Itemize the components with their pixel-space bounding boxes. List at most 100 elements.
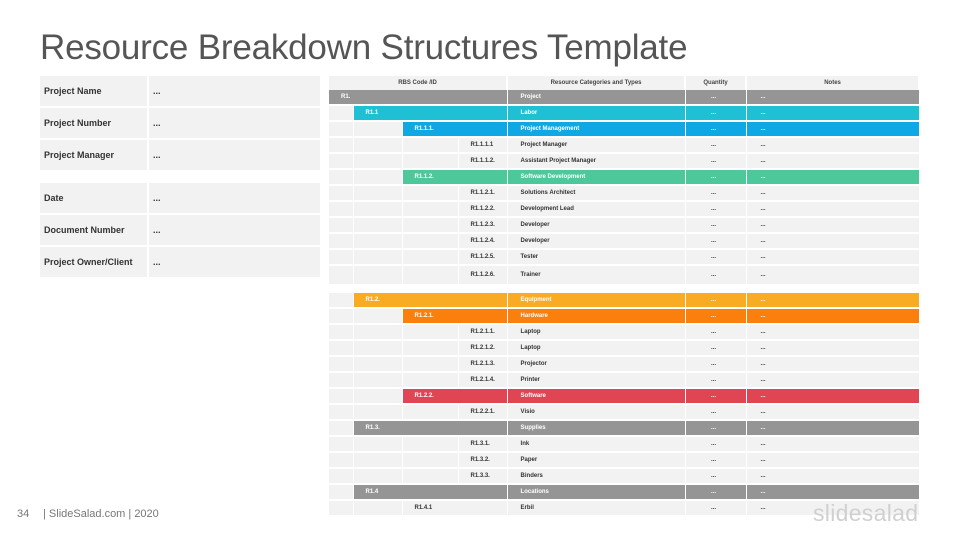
indent-cell: [329, 340, 354, 357]
project-name-label: Project Name: [40, 76, 147, 106]
indent-cell: [353, 265, 403, 286]
category-cell: Erbil: [507, 500, 686, 517]
quantity-cell[interactable]: ...: [685, 452, 747, 469]
indent-cell: [402, 436, 459, 453]
notes-cell[interactable]: ...: [746, 153, 920, 170]
table-header-row: RBS Code /ID Resource Categories and Typ…: [329, 76, 921, 90]
table-row: R1.2.1.3. Projector......: [329, 356, 920, 373]
indent-cell: [329, 169, 354, 186]
notes-cell[interactable]: ...: [746, 169, 920, 186]
notes-cell[interactable]: ...: [746, 372, 920, 389]
project-manager-value[interactable]: ...: [149, 140, 320, 170]
category-cell: Paper: [507, 452, 686, 469]
project-name-value[interactable]: ...: [149, 76, 320, 106]
table-row: R1.1.1. Project Management......: [329, 121, 920, 138]
project-owner-value[interactable]: ...: [149, 247, 320, 277]
quantity-cell[interactable]: ...: [685, 340, 747, 357]
notes-cell[interactable]: ...: [746, 292, 920, 309]
quantity-cell[interactable]: ...: [685, 468, 747, 485]
notes-cell[interactable]: ...: [746, 404, 920, 421]
notes-cell[interactable]: ...: [746, 308, 920, 325]
indent-cell: [329, 500, 354, 517]
quantity-cell[interactable]: ...: [685, 500, 747, 517]
notes-cell[interactable]: ...: [746, 356, 920, 373]
notes-cell[interactable]: ...: [746, 217, 920, 234]
quantity-cell[interactable]: ...: [685, 265, 747, 286]
quantity-cell[interactable]: ...: [685, 404, 747, 421]
rbs-code-cell: R1.2.2.1.: [458, 404, 508, 421]
quantity-cell[interactable]: ...: [685, 292, 747, 309]
quantity-cell[interactable]: ...: [685, 324, 747, 341]
indent-cell: [353, 201, 403, 218]
notes-cell[interactable]: ...: [746, 324, 920, 341]
quantity-cell[interactable]: ...: [685, 153, 747, 170]
project-number-value[interactable]: ...: [149, 108, 320, 138]
rbs-code-cell: R1.1.1.1: [458, 137, 508, 154]
table-row: R1. Project......: [329, 90, 920, 106]
quantity-cell[interactable]: ...: [685, 105, 747, 122]
quantity-cell[interactable]: ...: [685, 217, 747, 234]
category-cell: Developer: [507, 233, 686, 250]
notes-cell[interactable]: ...: [746, 484, 920, 501]
quantity-cell[interactable]: ...: [685, 233, 747, 250]
notes-cell[interactable]: ...: [746, 388, 920, 405]
date-value[interactable]: ...: [149, 183, 320, 213]
notes-cell[interactable]: ...: [746, 500, 920, 517]
quantity-cell[interactable]: ...: [685, 356, 747, 373]
notes-cell[interactable]: ...: [746, 436, 920, 453]
table-row: R1.1.2.5. Tester......: [329, 249, 920, 266]
indent-cell: [329, 436, 354, 453]
category-cell: Assistant Project Manager: [507, 153, 686, 170]
quantity-cell[interactable]: ...: [685, 90, 747, 106]
document-info-table: Date ... Document Number ... Project Own…: [40, 183, 320, 279]
notes-cell[interactable]: ...: [746, 420, 920, 437]
quantity-cell[interactable]: ...: [685, 484, 747, 501]
quantity-cell[interactable]: ...: [685, 308, 747, 325]
table-row: R1.2. Equipment......: [329, 292, 920, 309]
quantity-cell[interactable]: ...: [685, 388, 747, 405]
notes-cell[interactable]: ...: [746, 233, 920, 250]
indent-cell: [353, 340, 403, 357]
quantity-cell[interactable]: ...: [685, 249, 747, 266]
category-cell: Development Lead: [507, 201, 686, 218]
indent-cell: [353, 324, 403, 341]
indent-cell: [329, 308, 354, 325]
document-number-value[interactable]: ...: [149, 215, 320, 245]
table-row: R1.1.2.1. Solutions Architect......: [329, 185, 920, 202]
quantity-cell[interactable]: ...: [685, 137, 747, 154]
notes-cell[interactable]: ...: [746, 137, 920, 154]
notes-cell[interactable]: ...: [746, 265, 920, 286]
quantity-cell[interactable]: ...: [685, 372, 747, 389]
indent-cell: [353, 468, 403, 485]
notes-cell[interactable]: ...: [746, 185, 920, 202]
notes-cell[interactable]: ...: [746, 452, 920, 469]
quantity-cell[interactable]: ...: [685, 121, 747, 138]
date-label: Date: [40, 183, 147, 213]
rbs-code-cell: R1.2.: [353, 292, 508, 309]
category-cell: Project Management: [507, 121, 686, 138]
notes-cell[interactable]: ...: [746, 90, 920, 106]
notes-cell[interactable]: ...: [746, 468, 920, 485]
rbs-code-cell: R1.1.2.2.: [458, 201, 508, 218]
indent-cell: [353, 404, 403, 421]
rbs-code-cell: R1.1.2.: [402, 169, 508, 186]
notes-cell[interactable]: ...: [746, 249, 920, 266]
indent-cell: [353, 356, 403, 373]
notes-cell[interactable]: ...: [746, 121, 920, 138]
notes-cell[interactable]: ...: [746, 105, 920, 122]
notes-cell[interactable]: ...: [746, 201, 920, 218]
category-cell: Laptop: [507, 324, 686, 341]
quantity-cell[interactable]: ...: [685, 201, 747, 218]
indent-cell: [353, 436, 403, 453]
table-row: R1.3.2. Paper......: [329, 452, 920, 469]
notes-cell[interactable]: ...: [746, 340, 920, 357]
quantity-cell[interactable]: ...: [685, 185, 747, 202]
quantity-cell[interactable]: ...: [685, 420, 747, 437]
notes-header: Notes: [746, 76, 921, 90]
indent-cell: [353, 233, 403, 250]
indent-cell: [402, 137, 459, 154]
quantity-cell[interactable]: ...: [685, 436, 747, 453]
category-cell: Equipment: [507, 292, 686, 309]
quantity-cell[interactable]: ...: [685, 169, 747, 186]
category-cell: Hardware: [507, 308, 686, 325]
